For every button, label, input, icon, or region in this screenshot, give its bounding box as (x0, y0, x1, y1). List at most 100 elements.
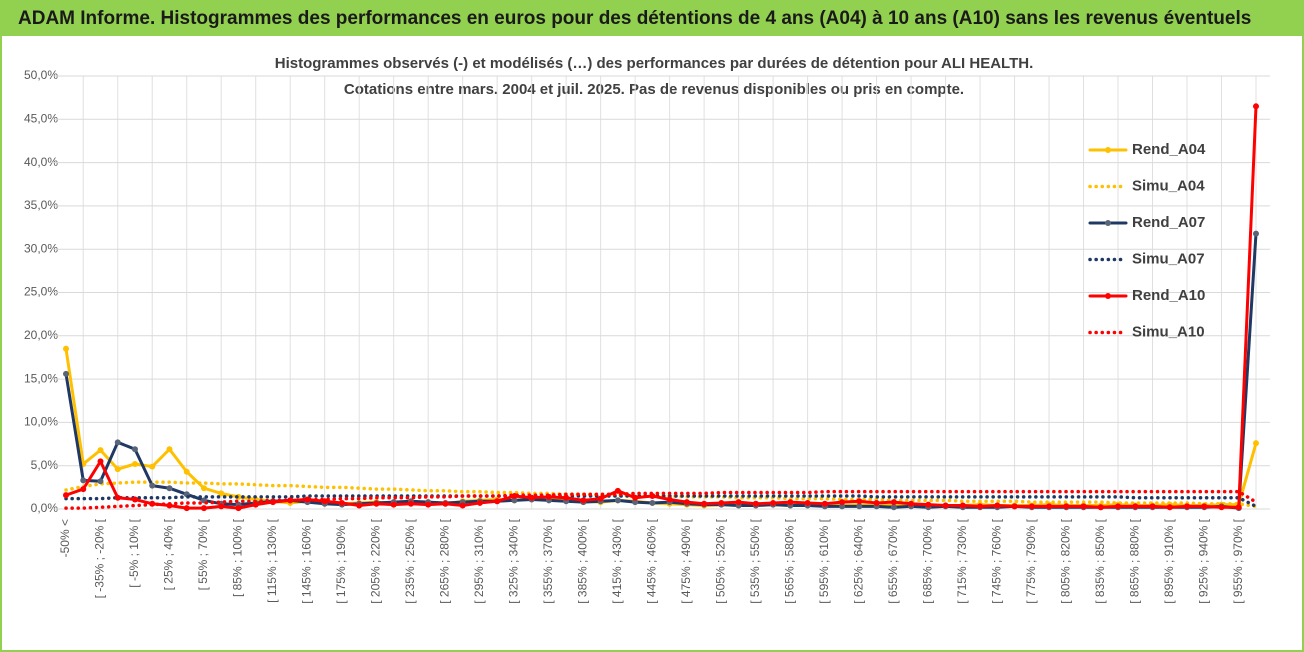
y-tick-label: 5,0% (31, 458, 59, 472)
x-tick-label: [ 595% ; 610% [ (817, 518, 831, 603)
point (218, 490, 225, 497)
point (338, 499, 345, 506)
x-tick-label: [ 115% ; 130% [ (265, 518, 279, 602)
point (752, 500, 759, 507)
point (218, 503, 225, 510)
point (149, 463, 156, 470)
point (183, 468, 190, 475)
point (683, 499, 690, 506)
point (718, 499, 725, 506)
x-tick-label: [ 655% ; 670% [ (886, 518, 900, 603)
point (787, 499, 794, 506)
point (1253, 230, 1259, 237)
x-tick-label: [ 775% ; 790% [ (1024, 518, 1038, 603)
y-tick-label: 0,0% (31, 501, 59, 515)
y-tick-label: 35,0% (24, 198, 58, 212)
point (131, 460, 138, 467)
point (356, 502, 363, 509)
point (166, 485, 173, 492)
x-tick-label: [ -35% ; -20% [ (93, 518, 107, 598)
point (890, 504, 897, 511)
point (701, 500, 708, 507)
x-tick-label: [ 415% ; 430% [ (610, 518, 624, 603)
point (407, 500, 414, 507)
point (459, 502, 466, 509)
point (735, 499, 742, 506)
point (200, 505, 207, 512)
x-tick-label: -50% < (58, 519, 72, 557)
legend-label: Rend_A04 (1132, 141, 1206, 158)
point (131, 496, 138, 503)
point (1097, 504, 1104, 511)
point (942, 502, 949, 509)
x-tick-label: [ 55% ; 70% [ (196, 518, 210, 590)
point (614, 487, 621, 494)
point (977, 503, 984, 510)
point (166, 446, 173, 453)
x-tick-label: [ 355% ; 370% [ (541, 518, 555, 603)
point (1253, 440, 1259, 447)
point (63, 370, 69, 377)
x-tick-label: [ 475% ; 490% [ (679, 518, 693, 603)
x-tick-label: [ 535% ; 550% [ (748, 518, 762, 603)
point (770, 499, 777, 506)
point (839, 503, 846, 510)
point (994, 502, 1001, 509)
point (1132, 503, 1139, 510)
x-tick-label: [ 745% ; 760% [ (989, 518, 1003, 603)
x-tick-label: [ 325% ; 340% [ (507, 518, 521, 603)
point (1080, 503, 1087, 510)
point (1218, 504, 1225, 511)
chart-title: Histogrammes observés (-) et modélisés (… (275, 55, 1034, 72)
point (1235, 504, 1242, 511)
point (1028, 503, 1035, 510)
x-tick-label: [ 505% ; 520% [ (714, 518, 728, 603)
point (1046, 503, 1053, 510)
point (97, 447, 104, 454)
x-tick-label: [ 835% ; 850% [ (1093, 518, 1107, 603)
point (1149, 503, 1156, 510)
point (235, 505, 242, 512)
point (959, 502, 966, 509)
point (856, 503, 863, 510)
x-tick-label: [ 205% ; 220% [ (369, 518, 383, 603)
header-title: ADAM Informe. Histogrammes des performan… (2, 2, 1302, 36)
legend-marker (1105, 293, 1111, 299)
point (925, 501, 932, 508)
chart-subtitle: Cotations entre mars. 2004 et juil. 2025… (344, 81, 964, 98)
x-tick-label: [ -5% ; 10% [ (127, 518, 141, 587)
point (597, 495, 604, 502)
point (632, 499, 639, 506)
point (80, 486, 87, 493)
point (908, 500, 915, 507)
point (63, 492, 69, 499)
point (563, 494, 570, 501)
point (580, 497, 587, 504)
point (821, 500, 828, 507)
point (200, 485, 207, 492)
point (114, 439, 121, 446)
series-line (64, 104, 1258, 510)
x-tick-label: [ 565% ; 580% [ (783, 518, 797, 603)
legend-label: Simu_A04 (1132, 177, 1205, 194)
point (1253, 103, 1259, 110)
x-tick-label: [ 25% ; 40% [ (162, 518, 176, 590)
legend-marker (1105, 220, 1111, 226)
y-tick-label: 15,0% (24, 371, 58, 385)
legend-label: Simu_A10 (1132, 323, 1205, 340)
y-tick-label: 40,0% (24, 155, 58, 169)
point (632, 494, 639, 501)
point (114, 466, 121, 473)
point (476, 499, 483, 506)
x-tick-label: [ 685% ; 700% [ (920, 518, 934, 603)
point (97, 458, 104, 465)
point (114, 494, 121, 501)
point (511, 497, 518, 504)
x-tick-label: [ 715% ; 730% [ (955, 518, 969, 603)
x-tick-label: [ 895% ; 910% [ (1162, 518, 1176, 603)
point (1115, 503, 1122, 510)
series-line (64, 480, 1258, 509)
point (649, 499, 656, 506)
x-tick-label: [ 865% ; 880% [ (1127, 518, 1141, 603)
